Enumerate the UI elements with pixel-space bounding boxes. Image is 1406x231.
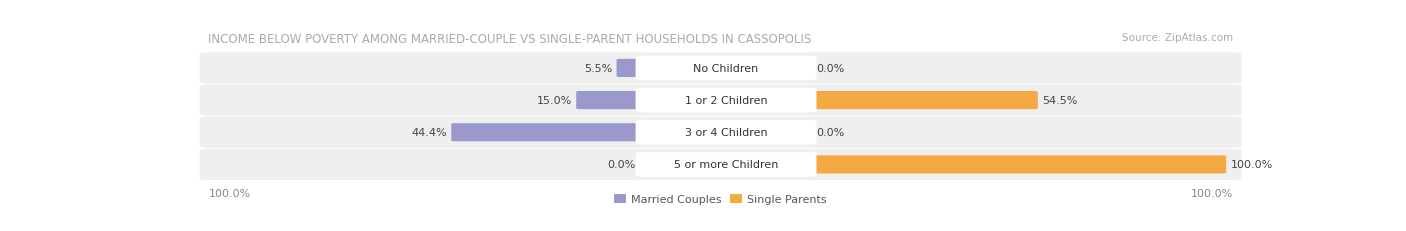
FancyBboxPatch shape [803, 156, 1226, 174]
Text: 0.0%: 0.0% [607, 160, 636, 170]
Text: 5 or more Children: 5 or more Children [673, 160, 778, 170]
Text: 54.5%: 54.5% [1042, 96, 1077, 106]
Text: 1 or 2 Children: 1 or 2 Children [685, 96, 768, 106]
Text: Source: ZipAtlas.com: Source: ZipAtlas.com [1122, 33, 1233, 43]
Text: 15.0%: 15.0% [537, 96, 572, 106]
FancyBboxPatch shape [636, 56, 817, 81]
Text: 5.5%: 5.5% [583, 64, 612, 74]
FancyBboxPatch shape [200, 53, 1241, 84]
FancyBboxPatch shape [617, 60, 648, 78]
Text: 100.0%: 100.0% [1230, 160, 1272, 170]
Text: 100.0%: 100.0% [208, 188, 250, 198]
FancyBboxPatch shape [200, 85, 1241, 116]
FancyBboxPatch shape [636, 152, 817, 177]
FancyBboxPatch shape [451, 124, 648, 142]
Text: No Children: No Children [693, 64, 759, 74]
FancyBboxPatch shape [200, 117, 1241, 148]
FancyBboxPatch shape [200, 149, 1241, 180]
Text: 100.0%: 100.0% [1191, 188, 1233, 198]
Legend: Married Couples, Single Parents: Married Couples, Single Parents [610, 190, 831, 209]
FancyBboxPatch shape [576, 92, 648, 110]
Text: 3 or 4 Children: 3 or 4 Children [685, 128, 768, 138]
FancyBboxPatch shape [636, 120, 817, 145]
Text: INCOME BELOW POVERTY AMONG MARRIED-COUPLE VS SINGLE-PARENT HOUSEHOLDS IN CASSOPO: INCOME BELOW POVERTY AMONG MARRIED-COUPL… [208, 33, 811, 46]
FancyBboxPatch shape [636, 88, 817, 113]
Text: 0.0%: 0.0% [817, 64, 845, 74]
Text: 0.0%: 0.0% [817, 128, 845, 138]
Text: 44.4%: 44.4% [412, 128, 447, 138]
FancyBboxPatch shape [803, 92, 1038, 110]
